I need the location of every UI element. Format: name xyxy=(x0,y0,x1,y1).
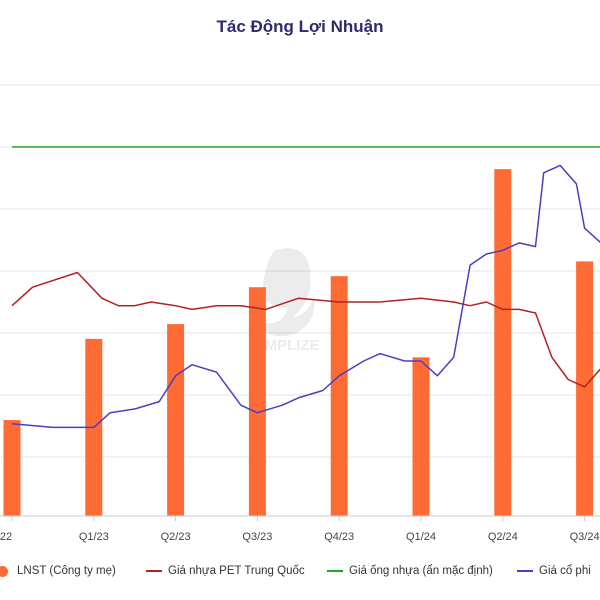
legend-item-stock[interactable]: Giá cổ phi xyxy=(517,559,591,583)
line-series xyxy=(11,146,600,429)
bar-q1-24 xyxy=(412,357,430,516)
bar-q2-23 xyxy=(167,324,185,516)
watermark-logo: SIMPLIZE xyxy=(250,248,320,354)
legend-label-pet: Giá nhựa PET Trung Quốc xyxy=(168,565,305,577)
legend: LNST (Công ty mẹ) Giá nhựa PET Trung Quố… xyxy=(0,559,600,583)
chart-area: SIMPLIZE 22 Q1/23 Q2/23 Q3/23 Q4/23 Q1/24 Q2/2… xyxy=(0,84,600,543)
legend-item-pet[interactable]: Giá nhựa PET Trung Quốc xyxy=(146,559,305,583)
x-axis-ticks: 22 Q1/23 Q2/23 Q3/23 Q4/23 Q1/24 Q2/24 Q3/24 xyxy=(0,515,600,543)
x-tick-label: Q1/24 xyxy=(406,531,436,543)
x-tick-label: 22 xyxy=(0,531,12,543)
x-tick-label: Q3/23 xyxy=(242,531,272,543)
stock-price-line xyxy=(11,164,600,429)
legend-item-pipe[interactable]: Giá ống nhựa (ẩn mặc định) xyxy=(327,559,493,583)
x-tick-label: Q2/23 xyxy=(161,531,191,543)
bar-q3-24 xyxy=(576,261,594,516)
chart-title: Tác Động Lợi Nhuận xyxy=(216,17,384,36)
bar-q4-23 xyxy=(330,276,348,516)
bar-q3-23 xyxy=(248,287,266,516)
x-tick-label: Q3/24 xyxy=(570,531,600,543)
pet-price-line xyxy=(11,271,600,388)
legend-label-lnst: LNST (Công ty mẹ) xyxy=(17,565,116,577)
legend-label-stock: Giá cổ phi xyxy=(539,565,591,577)
svg-text:SIMPLIZE: SIMPLIZE xyxy=(250,337,319,354)
x-tick-label: Q1/23 xyxy=(79,531,109,543)
bar-q2-24 xyxy=(494,169,512,516)
bar-q4-22 xyxy=(3,420,21,516)
legend-label-pipe: Giá ống nhựa (ẩn mặc định) xyxy=(349,565,493,577)
legend-marker-lnst xyxy=(0,565,8,577)
legend-marker-stock xyxy=(517,570,533,572)
legend-marker-pipe xyxy=(327,570,343,572)
legend-item-lnst[interactable]: LNST (Công ty mẹ) xyxy=(0,559,116,583)
x-tick-label: Q2/24 xyxy=(488,531,518,543)
x-tick-label: Q4/23 xyxy=(324,531,354,543)
legend-marker-pet xyxy=(146,570,162,572)
